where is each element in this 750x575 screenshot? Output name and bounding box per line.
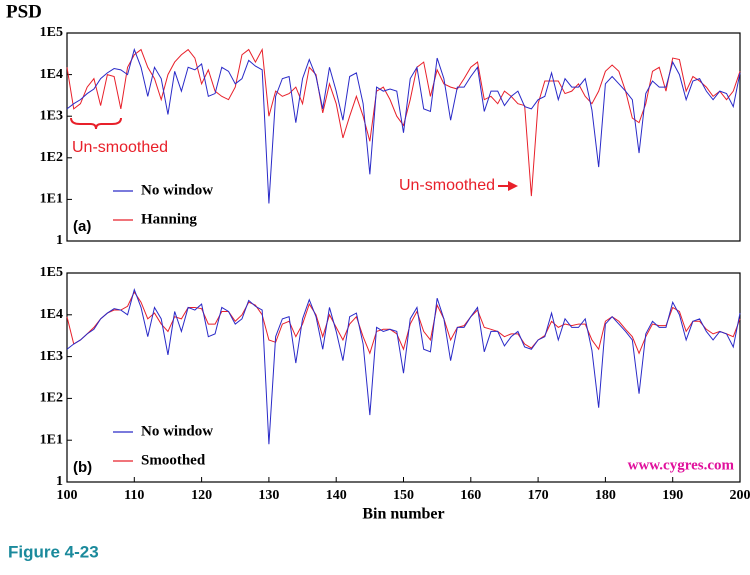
x-tick-label: 130: [258, 488, 279, 503]
legend-label: No window: [141, 423, 213, 439]
y-tick-label: 1: [56, 233, 63, 248]
x-tick-label: 170: [528, 488, 549, 503]
legend-label: Hanning: [141, 211, 197, 227]
credit: www.cygres.com: [628, 457, 735, 473]
x-tick-label: 140: [326, 488, 347, 503]
x-tick-label: 160: [460, 488, 481, 503]
y-tick-label: 1E5: [40, 265, 63, 280]
panel-label: (b): [73, 459, 92, 476]
y-tick-label: 1E2: [40, 150, 63, 165]
series-line: [66, 291, 741, 355]
x-tick-label: 100: [57, 488, 78, 503]
legend-label: No window: [141, 182, 213, 198]
x-tick-label: 120: [191, 488, 212, 503]
plot-frame: [66, 32, 741, 242]
x-tick-label: 200: [730, 488, 750, 503]
series-line: [66, 47, 741, 204]
y-tick-label: 1E2: [40, 391, 63, 406]
series-line: [66, 287, 741, 445]
panel-label: (a): [73, 218, 91, 235]
y-axis-label: PSD: [6, 1, 42, 22]
arrow-head: [508, 181, 518, 191]
y-tick-label: 1: [56, 474, 63, 489]
plot-frame: [66, 272, 741, 483]
annotation: Un-smoothed: [72, 139, 168, 156]
caption: Figure 4-23: [8, 542, 99, 561]
x-tick-label: 180: [595, 488, 616, 503]
y-tick-label: 1E1: [40, 432, 63, 447]
y-tick-label: 1E1: [40, 192, 63, 207]
brace: [70, 117, 122, 130]
x-tick-label: 190: [662, 488, 683, 503]
x-tick-label: 150: [393, 488, 414, 503]
y-tick-label: 1E4: [40, 307, 63, 322]
y-tick-label: 1E5: [40, 25, 63, 40]
legend-label: Smoothed: [141, 452, 206, 468]
y-tick-label: 1E3: [40, 349, 63, 364]
y-tick-label: 1E3: [40, 108, 63, 123]
annotation: Un-smoothed: [399, 177, 495, 194]
y-tick-label: 1E4: [40, 67, 63, 82]
x-axis-label: Bin number: [362, 506, 444, 523]
x-tick-label: 110: [124, 488, 144, 503]
series-line: [66, 47, 741, 197]
